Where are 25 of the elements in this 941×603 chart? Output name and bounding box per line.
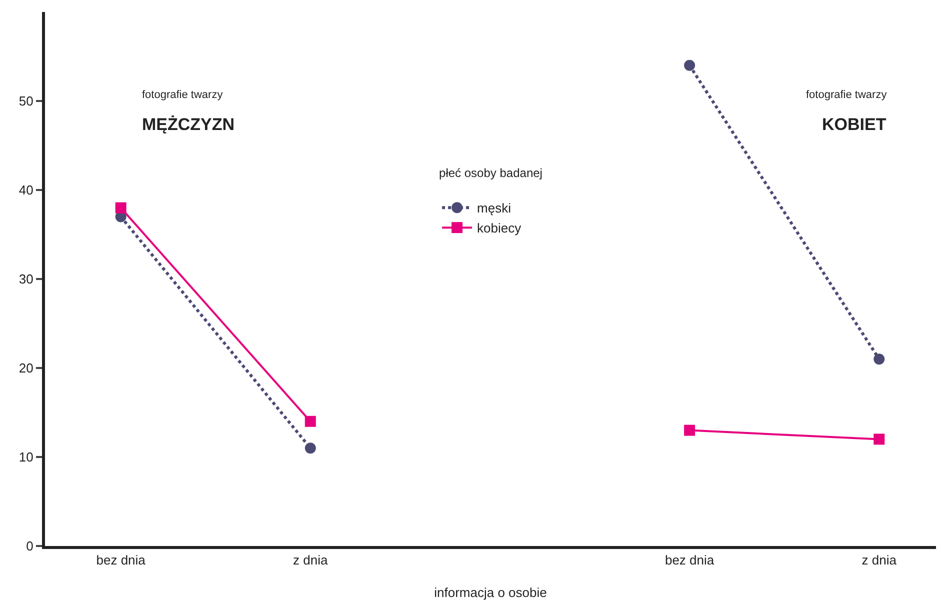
legend-label: męski	[477, 200, 512, 216]
annotation: fotografie twarzy	[142, 89, 224, 101]
x-tick-label: bez dnia	[96, 552, 146, 568]
x-tick-label: z dnia	[862, 552, 898, 568]
y-tick-label: 30	[18, 272, 34, 287]
y-tick-label: 40	[18, 182, 34, 198]
x-axis-title: informacja o osobie	[434, 585, 547, 600]
legend-title: płeć osoby badanej	[439, 166, 542, 180]
y-tick-label: 10	[18, 450, 34, 465]
point	[684, 424, 696, 436]
point	[115, 202, 126, 214]
y-tick-label: 50	[18, 94, 34, 109]
legend-label: kobiecy	[477, 220, 522, 236]
annotation: MĘŻCZYZN	[142, 115, 235, 134]
annotation: fotografie twarzy	[806, 89, 888, 101]
point	[304, 442, 316, 454]
annotation: KOBIET	[822, 115, 887, 134]
x-tick-label: bez dnia	[664, 552, 715, 568]
y-tick-label: 0	[26, 538, 34, 554]
y-tick-label: 20	[18, 360, 34, 376]
x-tick-label: z dnia	[293, 552, 329, 568]
point	[874, 354, 885, 365]
point	[304, 416, 316, 427]
point	[874, 434, 885, 445]
point	[684, 60, 696, 71]
